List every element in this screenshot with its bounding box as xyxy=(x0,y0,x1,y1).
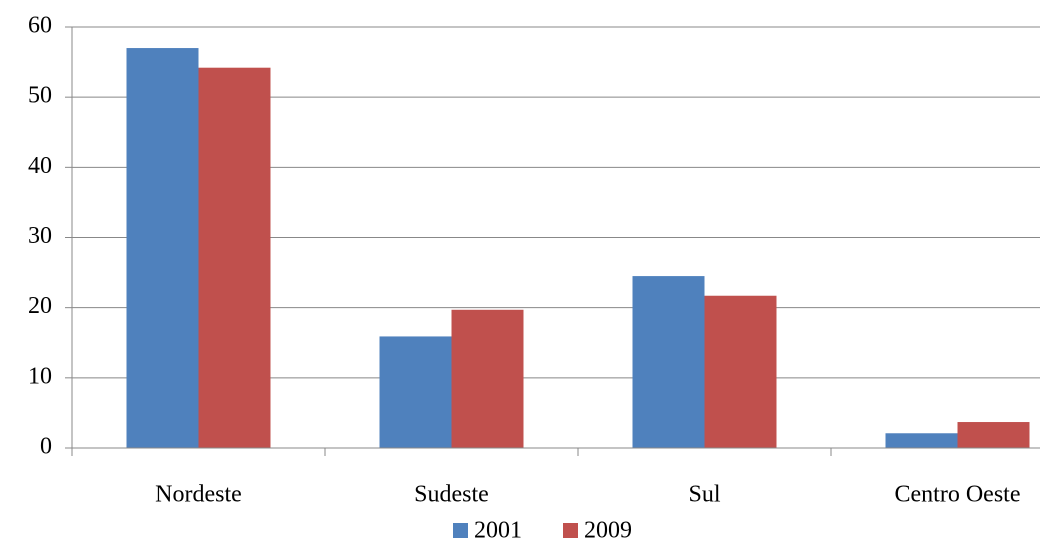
x-tick-label: Centro Oeste xyxy=(895,482,1021,508)
legend-label: 2001 xyxy=(474,518,522,544)
x-tick-label: Nordeste xyxy=(155,482,242,508)
y-tick-label: 10 xyxy=(28,363,52,389)
y-tick-label: 50 xyxy=(28,83,52,109)
legend-swatch xyxy=(453,523,468,538)
y-tick-label: 20 xyxy=(28,293,52,319)
bar xyxy=(957,422,1030,448)
bar xyxy=(704,295,777,448)
bar xyxy=(632,276,705,448)
legend-swatch xyxy=(563,523,578,538)
y-tick-label: 40 xyxy=(28,153,52,179)
legend-label: 2009 xyxy=(584,518,632,544)
bar xyxy=(198,67,271,449)
bar xyxy=(451,309,524,448)
x-tick-label: Sudeste xyxy=(414,482,489,508)
y-tick-label: 60 xyxy=(28,13,52,39)
bar xyxy=(379,336,452,448)
x-tick-label: Sul xyxy=(688,482,720,508)
bar xyxy=(126,48,199,449)
y-tick-label: 0 xyxy=(40,434,52,460)
bar xyxy=(885,433,958,448)
y-tick-label: 30 xyxy=(28,223,52,249)
